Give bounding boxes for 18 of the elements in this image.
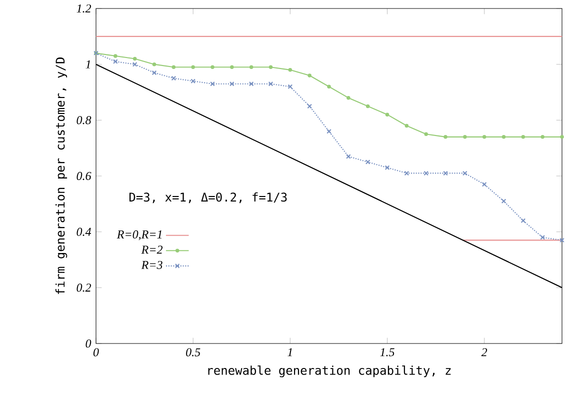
y-tick-label: 0.2	[76, 284, 92, 292]
x-tick-label: 0.5	[186, 348, 200, 357]
y-axis-title: firm generation per customer, y/D	[55, 58, 68, 294]
y-tick-label: 1	[86, 60, 90, 69]
x-axis-title: renewable generation capability, z	[208, 366, 451, 378]
legend-label: R=0,R=1	[116, 230, 162, 240]
x-tick-label: 1.5	[380, 348, 394, 357]
y-tick-label: 0	[86, 340, 92, 348]
legend-label: R=2	[141, 246, 163, 254]
legend-label: R=3	[141, 261, 162, 270]
x-tick-label: 1	[288, 348, 292, 356]
y-tick-label: 0.8	[76, 116, 92, 124]
x-tick-label: 2	[481, 348, 488, 356]
annotation: D=3, x=1, Δ=0.2, f=1/3	[129, 192, 287, 204]
y-tick-label: 1.2	[76, 4, 92, 13]
y-tick-label: 0.6	[76, 172, 92, 180]
x-tick-label: 0	[93, 348, 99, 357]
y-tick-label: 0.4	[76, 228, 92, 236]
